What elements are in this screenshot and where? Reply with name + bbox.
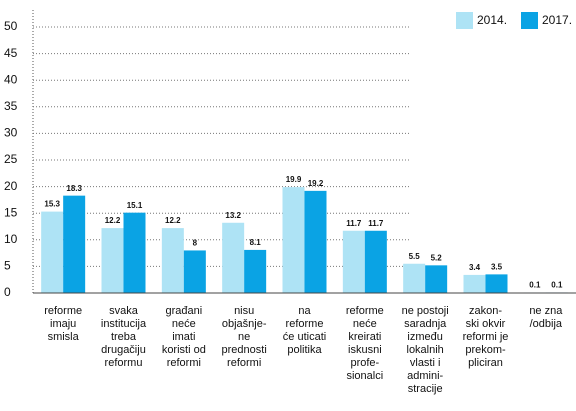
y-tick-label: 45	[4, 46, 18, 60]
x-tick-label: na	[298, 305, 311, 317]
bar	[63, 195, 86, 293]
bar	[403, 263, 426, 293]
value-label: 5.2	[431, 253, 443, 262]
x-tick-label: između	[407, 331, 442, 343]
x-tick-label: iskusni	[348, 344, 382, 356]
value-label: 11.7	[368, 219, 384, 228]
x-tick-label: profe-	[350, 357, 379, 369]
x-tick-label: koristi od	[162, 344, 206, 356]
y-tick-label: 10	[4, 232, 18, 246]
x-tick-label: reformu	[105, 357, 143, 369]
bar	[123, 212, 146, 293]
x-tick-label: kreirati	[348, 331, 381, 343]
x-tick-label: imaju	[50, 318, 76, 330]
x-tick-label: reformi	[227, 357, 261, 369]
bar	[342, 230, 365, 293]
x-tick-label: prednosti	[222, 344, 267, 356]
legend-swatch	[521, 12, 538, 29]
x-tick-label: svaka	[109, 305, 139, 317]
value-label: 11.7	[346, 219, 362, 228]
x-tick-label: reforme	[346, 305, 384, 317]
value-label: 19.2	[308, 179, 324, 188]
x-tick-label: reformi	[167, 357, 201, 369]
bar	[425, 265, 448, 293]
x-tick-label: vlasti i	[410, 357, 441, 369]
x-tick-label: će uticati	[283, 331, 326, 343]
x-tick-label: lokalnih	[407, 344, 444, 356]
y-tick-label: 50	[4, 19, 18, 33]
value-label: 15.1	[127, 201, 143, 210]
value-label: 13.2	[225, 211, 241, 220]
x-tick-label: ne postoji	[402, 305, 449, 317]
x-tick-label: stracije	[408, 383, 443, 395]
y-tick-label: 35	[4, 99, 18, 113]
x-tick-label: politika	[287, 344, 322, 356]
x-tick-label: ne zna	[529, 305, 563, 317]
value-label: 5.5	[409, 252, 421, 261]
bar	[161, 228, 184, 293]
y-tick-label: 40	[4, 72, 18, 86]
x-tick-label: ne	[238, 331, 250, 343]
bar	[183, 250, 206, 293]
value-label: 12.2	[105, 216, 121, 225]
x-tick-label: smisla	[48, 331, 80, 343]
y-tick-label: 30	[4, 126, 18, 140]
x-tick-label: nisu	[234, 305, 254, 317]
bar	[364, 230, 387, 293]
x-tick-label: reforme	[44, 305, 82, 317]
x-tick-label: prekom-	[465, 344, 506, 356]
x-tick-label: drugačiju	[101, 344, 146, 356]
x-tick-label: reformi je	[463, 331, 509, 343]
bar	[244, 249, 267, 293]
y-tick-label: 20	[4, 179, 18, 193]
y-tick-label: 15	[4, 205, 18, 219]
x-tick-label: institucija	[101, 318, 147, 330]
x-tick-label: treba	[111, 331, 137, 343]
value-label: 3.5	[491, 262, 503, 271]
bar	[222, 222, 245, 293]
bar	[41, 211, 64, 293]
x-tick-label: neće	[172, 318, 196, 330]
x-tick-label: saradnja	[404, 318, 447, 330]
value-label: 0.1	[529, 281, 541, 290]
y-tick-label: 25	[4, 152, 18, 166]
value-label: 12.2	[165, 216, 181, 225]
legend-label: 2014.	[477, 13, 507, 27]
x-tick-label: ski okvir	[466, 318, 506, 330]
x-tick-label: sionalci	[346, 370, 383, 382]
value-label: 8	[193, 239, 198, 248]
x-tick-label: objašnje-	[222, 318, 267, 330]
y-tick-label: 5	[4, 259, 11, 273]
value-label: 0.1	[551, 281, 563, 290]
value-label: 3.4	[469, 263, 481, 272]
legend-swatch	[456, 12, 473, 29]
value-label: 8.1	[250, 238, 262, 247]
x-tick-label: reforme	[286, 318, 324, 330]
x-tick-label: pliciran	[468, 357, 503, 369]
bar	[463, 274, 486, 293]
x-tick-label: zakon-	[469, 305, 502, 317]
bar	[485, 274, 508, 293]
legend-label: 2017.	[542, 13, 572, 27]
bar	[282, 187, 305, 293]
x-tick-label: /odbija	[530, 318, 563, 330]
x-tick-label: imati	[172, 331, 195, 343]
value-label: 19.9	[286, 175, 302, 184]
bar	[101, 228, 124, 293]
x-tick-label: admini-	[407, 370, 443, 382]
bar	[304, 190, 327, 293]
value-label: 18.3	[66, 184, 82, 193]
value-label: 15.3	[44, 200, 60, 209]
x-tick-label: neće	[353, 318, 377, 330]
x-tick-label: građani	[165, 305, 202, 317]
y-tick-label: 0	[4, 285, 11, 299]
